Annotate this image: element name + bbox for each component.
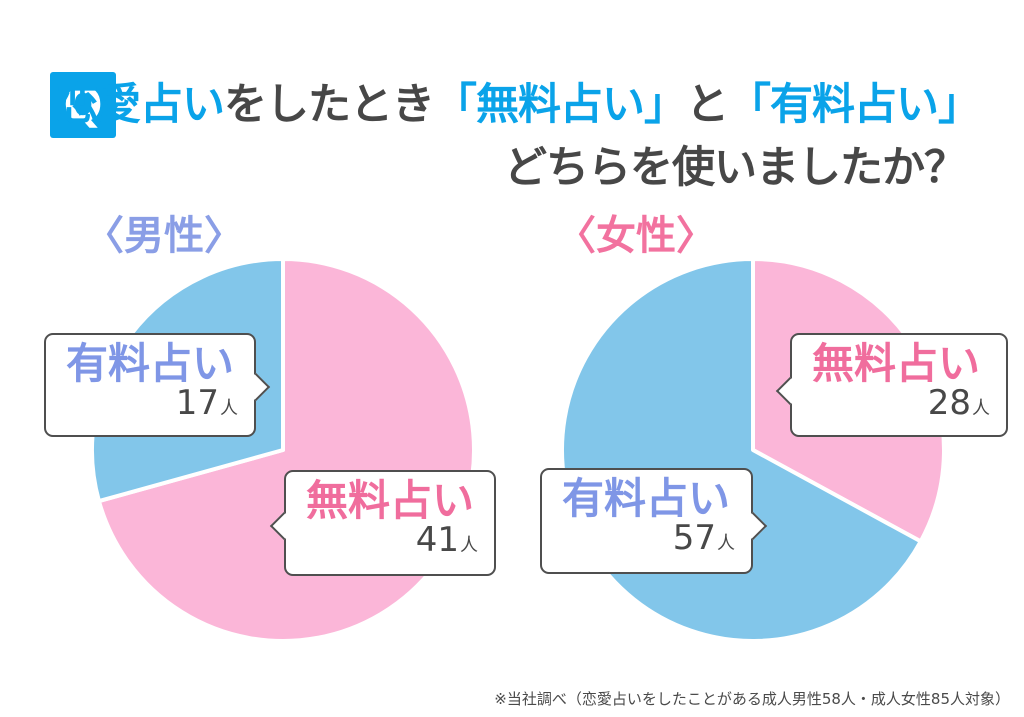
- male-free-count: 41人: [306, 519, 478, 560]
- male-free-label: 無料占い: [306, 476, 475, 525]
- female-paid-label: 有料占い: [562, 474, 731, 523]
- count-number: 41: [415, 519, 459, 560]
- survey-source-note: ※当社調べ（恋愛占いをしたことがある成人男性58人・成人女性85人対象）: [494, 690, 1010, 708]
- count-unit: 人: [460, 534, 478, 556]
- page-title-line1: 恋愛占いをしたとき「無料占い」と「有料占い」: [56, 70, 981, 132]
- male-free-callout-bubble: 無料占い 41人: [269, 470, 496, 576]
- female-free-label: 無料占い: [812, 339, 981, 388]
- female-group-heading: 〈女性〉: [556, 213, 716, 259]
- male-paid-callout-bubble: 有料占い 17人: [44, 333, 271, 437]
- count-number: 17: [175, 382, 219, 423]
- title-segment: 恋愛占い: [56, 80, 225, 130]
- count-number: 57: [672, 517, 716, 558]
- title-segment: と: [686, 80, 729, 130]
- female-paid-callout-bubble: 有料占い 57人: [540, 468, 768, 574]
- male-pie-chart: [90, 257, 476, 643]
- female-pie-chart: [560, 257, 946, 643]
- male-group-heading: 〈男性〉: [84, 213, 244, 259]
- male-paid-label: 有料占い: [66, 339, 235, 388]
- count-unit: 人: [220, 397, 238, 419]
- female-free-callout-bubble: 無料占い 28人: [775, 333, 1008, 437]
- title-segment: 「無料占い」: [434, 80, 687, 130]
- count-unit: 人: [717, 532, 735, 554]
- title-segment: をしたとき: [224, 80, 435, 130]
- female-free-count: 28人: [812, 382, 990, 423]
- question-badge: Q: [50, 72, 116, 138]
- title-segment: 「有料占い」: [728, 80, 981, 130]
- count-unit: 人: [972, 397, 990, 419]
- male-paid-count: 17人: [66, 382, 238, 423]
- page-title-line2: どちらを使いましたか？: [504, 143, 967, 193]
- count-number: 28: [927, 382, 971, 423]
- female-paid-count: 57人: [562, 517, 735, 558]
